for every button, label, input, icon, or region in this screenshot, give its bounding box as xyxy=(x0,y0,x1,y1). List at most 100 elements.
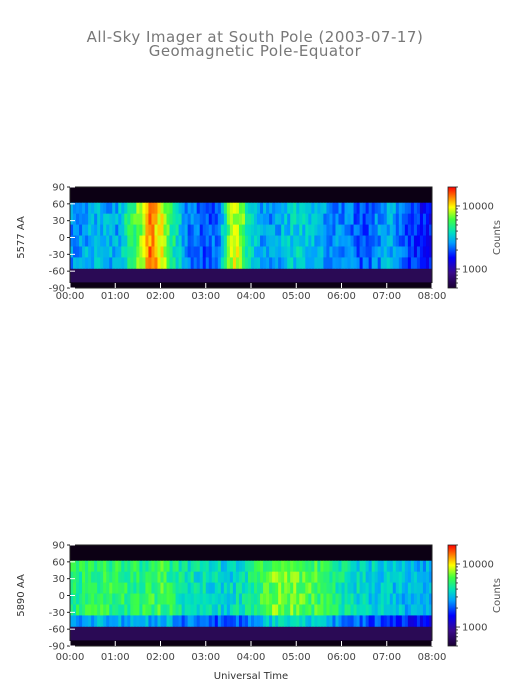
heatmap-cell xyxy=(305,235,309,247)
heatmap-cell xyxy=(272,560,276,573)
heatmap-cell xyxy=(410,235,415,247)
heatmap-cell xyxy=(175,571,179,583)
heatmap-cell xyxy=(320,560,324,573)
heatmap-cell xyxy=(103,560,107,573)
heatmap-cell xyxy=(205,604,210,616)
heatmap-cell xyxy=(272,615,276,627)
x-tick-label: 08:00 xyxy=(418,291,447,302)
heatmap-cell xyxy=(413,246,418,258)
heatmap-cell xyxy=(266,213,270,225)
heatmap-cell xyxy=(154,582,158,594)
heatmap-cell xyxy=(356,560,360,573)
heatmap-cell xyxy=(281,202,285,215)
heatmap-cell xyxy=(127,246,131,258)
heatmap-cell xyxy=(251,224,255,236)
heatmap-cell xyxy=(229,246,234,258)
heatmap-cell xyxy=(362,593,367,605)
heatmap-cell xyxy=(347,235,351,247)
heatmap-cell xyxy=(193,224,198,236)
heatmap-cell xyxy=(326,257,330,269)
heatmap-cell xyxy=(133,604,137,616)
heatmap-cell xyxy=(251,604,255,616)
heatmap-cell xyxy=(88,246,92,258)
heatmap-cell xyxy=(278,224,282,236)
y-axis-label: 5577 AA xyxy=(16,216,27,259)
heatmap-cell xyxy=(395,593,400,605)
heatmap-cell xyxy=(347,246,351,258)
heatmap-cell xyxy=(350,593,354,605)
heatmap-cell xyxy=(145,593,149,605)
heatmap-cell xyxy=(413,560,418,573)
heatmap-cell xyxy=(413,571,418,583)
heatmap-cell xyxy=(425,224,430,236)
heatmap-cell xyxy=(386,213,391,225)
heatmap-cell xyxy=(241,257,246,269)
heatmap-cell xyxy=(329,615,333,627)
heatmap-cell xyxy=(299,560,303,573)
heatmap-cell xyxy=(175,593,179,605)
heatmap-cell xyxy=(232,582,237,594)
heatmap-cell xyxy=(287,560,291,573)
heatmap-cell xyxy=(220,604,225,616)
heatmap-cell xyxy=(356,257,360,269)
heatmap-cell xyxy=(305,202,309,215)
x-tick-label: 03:00 xyxy=(191,652,220,663)
heatmap-cell xyxy=(112,604,116,616)
heatmap-cell xyxy=(323,213,327,225)
heatmap-cell xyxy=(410,224,415,236)
heatmap-cell xyxy=(142,224,146,236)
heatmap-cell xyxy=(293,571,297,583)
heatmap-cell xyxy=(220,593,225,605)
heatmap-cell xyxy=(172,571,176,583)
heatmap-cell xyxy=(293,202,297,215)
heatmap-cell xyxy=(193,593,198,605)
heatmap-cell xyxy=(130,246,134,258)
heatmap-cell xyxy=(121,593,125,605)
heatmap-cell xyxy=(260,246,264,258)
heatmap-cell xyxy=(260,593,264,605)
heatmap-cell xyxy=(380,571,385,583)
heatmap-cell xyxy=(220,213,225,225)
heatmap-cell xyxy=(94,202,98,215)
heatmap-cell xyxy=(247,571,252,583)
heatmap-cell xyxy=(365,560,370,573)
heatmap-cell xyxy=(145,213,149,225)
heatmap-cell xyxy=(425,593,430,605)
heatmap-cell xyxy=(302,202,306,215)
heatmap-cell xyxy=(371,257,376,269)
heatmap-cell xyxy=(97,593,101,605)
heatmap-cell xyxy=(178,560,183,573)
heatmap-cell xyxy=(163,571,167,583)
heatmap-cell xyxy=(317,593,321,605)
heatmap-cell xyxy=(211,202,216,215)
heatmap-cell xyxy=(76,615,80,627)
heatmap-cell xyxy=(278,571,282,583)
heatmap-cell xyxy=(181,571,186,583)
heatmap-cell xyxy=(163,202,167,215)
heatmap-cell xyxy=(121,213,125,225)
heatmap-cell xyxy=(341,235,345,247)
heatmap-cell xyxy=(244,604,249,616)
heatmap-cell xyxy=(70,224,74,236)
heatmap-cell xyxy=(365,235,370,247)
heatmap-cell xyxy=(79,213,83,225)
heatmap-cell xyxy=(136,571,140,583)
heatmap-cell xyxy=(344,224,348,236)
heatmap-cell xyxy=(299,593,303,605)
heatmap-cell xyxy=(272,257,276,269)
x-tick-label: 02:00 xyxy=(146,291,175,302)
heatmap-cell xyxy=(356,246,360,258)
heatmap-cell xyxy=(199,582,204,594)
heatmap-cell xyxy=(220,235,225,247)
heatmap-cell xyxy=(151,224,155,236)
heatmap-cell xyxy=(118,604,122,616)
heatmap-cell xyxy=(290,615,294,627)
heatmap-cell xyxy=(428,257,433,269)
heatmap-cell xyxy=(133,202,137,215)
heatmap-cell xyxy=(169,604,173,616)
heatmap-cell xyxy=(229,235,234,247)
heatmap-cell xyxy=(368,615,373,627)
heatmap-cell xyxy=(338,224,342,236)
heatmap-cell xyxy=(338,593,342,605)
heatmap-cell xyxy=(395,246,400,258)
